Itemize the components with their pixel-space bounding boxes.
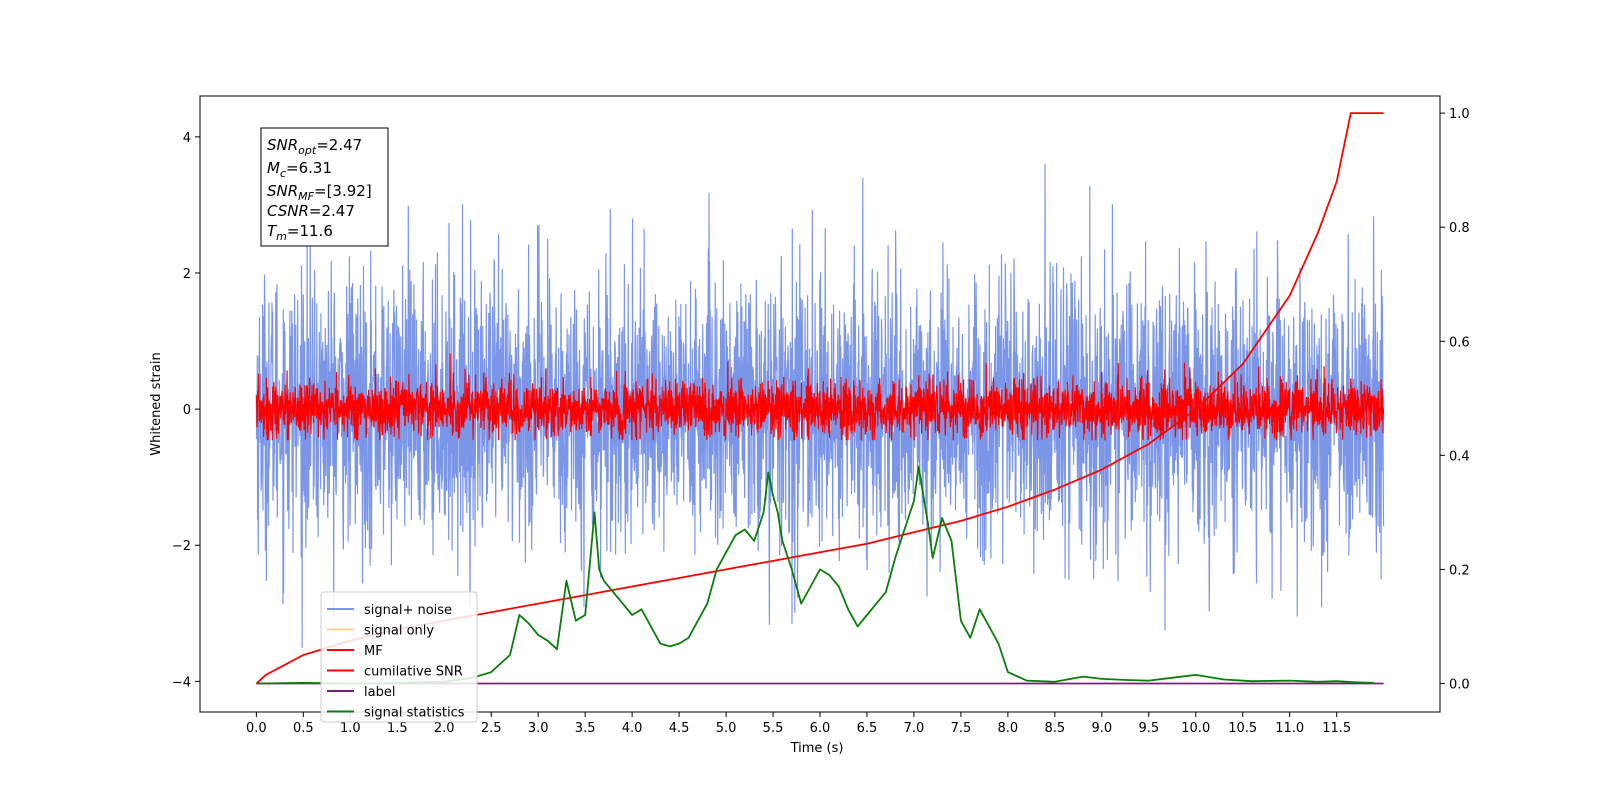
x-tick-label: 1.5: [387, 721, 408, 736]
x-tick-label: 5.0: [716, 721, 737, 736]
annotation-box: SNRopt=2.47 Mc=6.31 SNRMF=[3.92] CSNR=2.…: [260, 127, 389, 247]
legend: signal+ noise signal only MF cumilative SNR…: [320, 591, 478, 723]
x-tick-label: 4.0: [622, 721, 643, 736]
y-tick-label: 0: [183, 403, 191, 418]
x-tick-label: 8.0: [998, 721, 1019, 736]
y2-tick-label: 0.0: [1449, 677, 1470, 692]
annotation-csnr: CSNR=2.47: [267, 202, 355, 220]
x-tick-label: 11.0: [1275, 721, 1304, 736]
x-tick-label: 10.0: [1181, 721, 1210, 736]
y-tick-label: −2: [172, 539, 191, 554]
y-tick-label: −4: [172, 675, 191, 690]
x-axis: 0.0 0.5 1.0 1.5 2.0 2.5 3.0 3.5 4.0 4.5 5.0 5.5 6.0 6…: [246, 712, 1351, 736]
annotation-mc: Mc=6.31: [267, 159, 332, 180]
x-tick-label: 6.5: [857, 721, 878, 736]
y-axis-left: −4 −2 0 2 4: [172, 131, 200, 690]
annotation-snr-mf: SNRMF=[3.92]: [267, 182, 372, 203]
x-tick-label: 7.0: [904, 721, 925, 736]
y2-tick-label: 0.6: [1449, 335, 1470, 350]
series-line-signal-noise: [255, 163, 1385, 648]
y2-tick-label: 0.2: [1449, 563, 1470, 578]
x-tick-label: 9.5: [1138, 721, 1159, 736]
legend-label-cumilative-snr: cumilative SNR: [364, 665, 463, 680]
x-tick-label: 4.5: [669, 721, 690, 736]
legend-label-signal-statistics: signal statistics: [364, 706, 465, 721]
x-tick-label: 8.5: [1045, 721, 1066, 736]
x-tick-label: 3.0: [528, 721, 549, 736]
x-tick-label: 2.0: [434, 721, 455, 736]
x-tick-label: 10.5: [1228, 721, 1257, 736]
y2-tick-label: 0.8: [1449, 221, 1470, 236]
y2-tick-label: 0.4: [1449, 449, 1470, 464]
x-tick-label: 3.5: [575, 721, 596, 736]
x-tick-label: 0.0: [246, 721, 267, 736]
x-axis-label: Time (s): [790, 741, 844, 756]
series-line-mf: [255, 353, 1385, 441]
series-line-signal-statistics: [256, 465, 1375, 685]
y2-tick-label: 1.0: [1449, 107, 1470, 122]
x-tick-label: 7.5: [951, 721, 972, 736]
legend-label-signal-noise: signal+ noise: [364, 603, 452, 618]
legend-label-signal-only: signal only: [364, 624, 434, 639]
legend-label-label: label: [364, 685, 395, 700]
x-tick-label: 11.5: [1322, 721, 1351, 736]
x-tick-label: 2.5: [481, 721, 502, 736]
x-tick-label: 1.0: [340, 721, 361, 736]
x-tick-label: 0.5: [293, 721, 314, 736]
y-axis-label: Whitened strain: [149, 352, 164, 455]
legend-frame: [320, 591, 478, 723]
y-tick-label: 2: [183, 267, 191, 282]
x-tick-label: 9.0: [1091, 721, 1112, 736]
legend-label-mf: MF: [364, 644, 383, 659]
x-tick-label: 5.5: [763, 721, 784, 736]
annotation-tm: Tm=11.6: [267, 222, 333, 243]
y-tick-label: 4: [183, 131, 191, 146]
x-tick-label: 6.0: [810, 721, 831, 736]
y-axis-right: 0.0 0.2 0.4 0.6 0.8 1.0: [1440, 107, 1470, 692]
annotation-snr-opt: SNRopt=2.47: [267, 136, 362, 157]
